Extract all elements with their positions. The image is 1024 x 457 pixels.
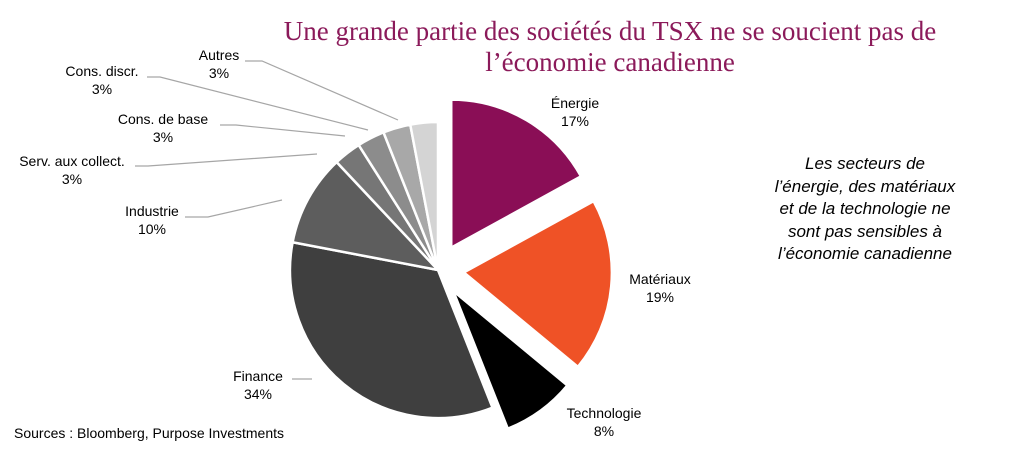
slice-label-value: 3% [92,81,112,97]
pie-slice-technologie [452,289,569,430]
pie-slice-matériaux [462,199,614,369]
slice-label: Énergie 17% [551,95,599,129]
pie-slice-autres [409,120,440,272]
slice-label: Cons. de base 3% [118,111,208,145]
slice-label: Serv. aux collect. 3% [19,153,125,187]
side-note: Les secteurs de l’énergie, des matériaux… [774,154,956,263]
leader-line [220,124,346,137]
chart-title-line-1: Une grande partie des sociétés du TSX ne… [283,16,937,46]
slice-label-name: Énergie [551,95,599,111]
slice-label-name: Cons. discr. [65,63,138,79]
source-note: Sources : Bloomberg, Purpose Investments [14,425,285,441]
slice-label: Autres 3% [199,47,239,81]
leader-line [147,76,369,131]
slice-label-value: 3% [62,171,82,187]
slice-label-name: Serv. aux collect. [19,153,125,169]
slice-label: Matériaux 19% [629,271,690,305]
slice-label-value: 8% [594,423,614,439]
leader-line [245,60,399,121]
slice-label: Industrie 10% [125,203,179,237]
slice-label-name: Cons. de base [118,111,208,127]
slice-label-value: 3% [209,65,229,81]
slice-labels: Énergie 17% Matériaux 19% Technologie 8% Finan… [19,47,691,439]
pie-slices [288,98,614,430]
slice-label-value: 10% [138,221,166,237]
slice-label-value: 34% [244,386,272,402]
pie-slice-énergie [449,98,583,249]
leader-line [185,199,283,218]
leader-line [135,153,318,167]
pie-slice-finance [288,241,494,420]
slice-label-name: Technologie [567,405,642,421]
slice-label: Technologie 8% [567,405,642,439]
slice-label-value: 17% [561,113,589,129]
label-leader-lines [135,60,399,380]
slice-label-value: 3% [153,129,173,145]
slice-label-name: Finance [233,368,283,384]
chart-title-line-2: l’économie canadienne [485,47,735,77]
chart-title: Une grande partie des sociétés du TSX ne… [210,16,1010,78]
slice-label-name: Autres [199,47,239,63]
slice-label: Finance 34% [233,368,283,402]
slice-label-name: Industrie [125,203,179,219]
pie-slice-industrie [291,160,440,272]
slice-label-value: 19% [646,289,674,305]
slice-label: Cons. discr. 3% [65,63,138,97]
slice-label-name: Matériaux [629,271,690,287]
